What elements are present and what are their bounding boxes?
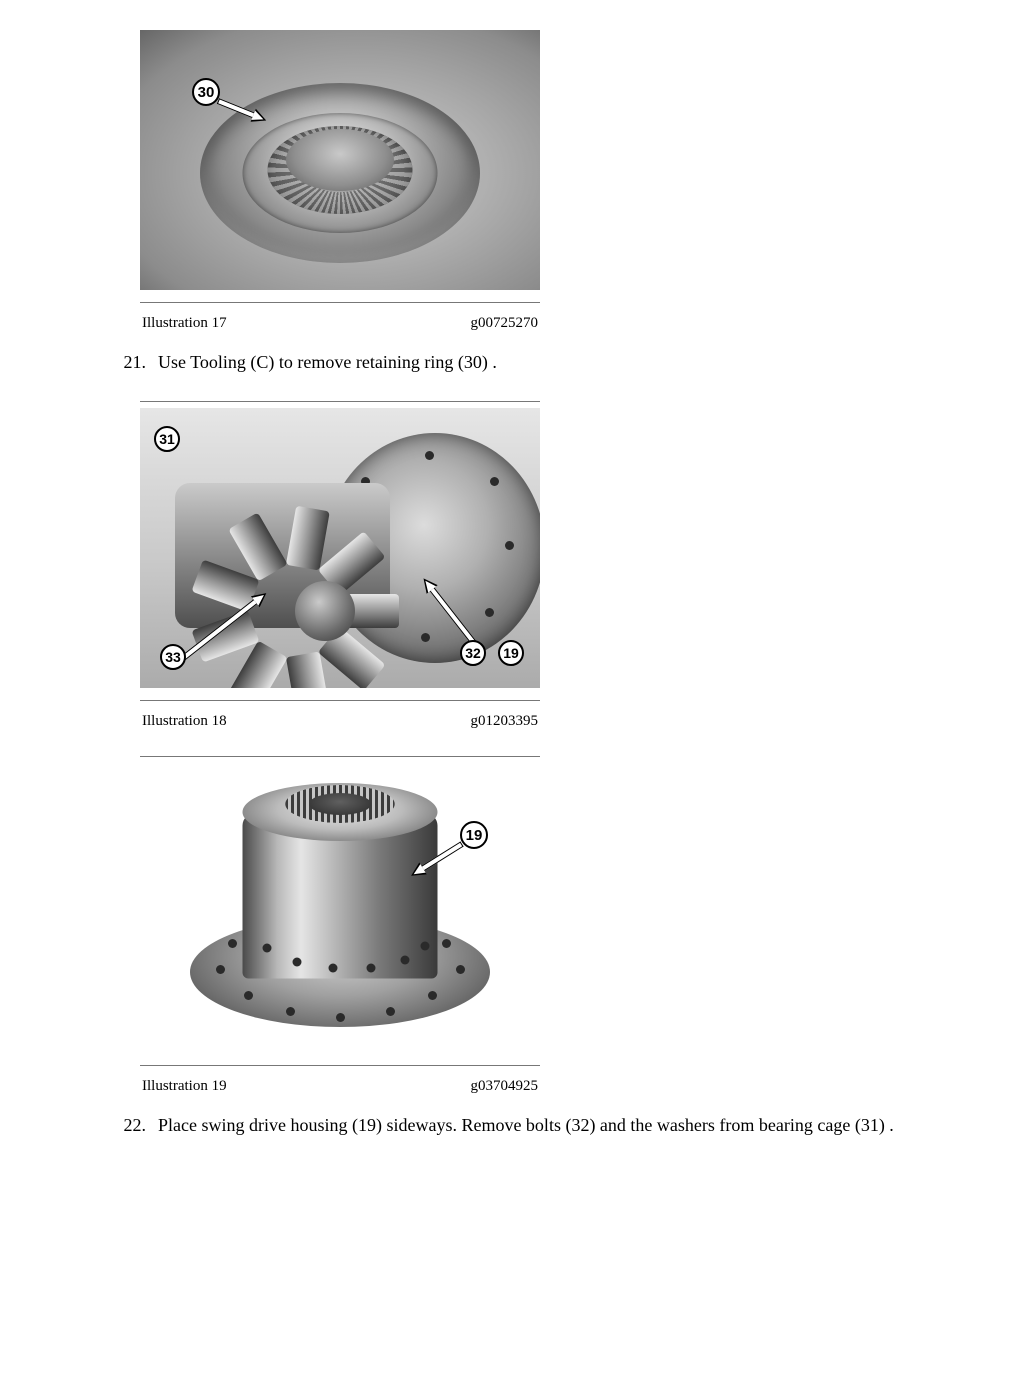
illustration-label: Illustration 18 <box>142 713 227 730</box>
bolt-hole-icon <box>456 965 465 974</box>
bolt-hole-icon <box>428 991 437 1000</box>
step-21: 21. Use Tooling (C) to remove retaining … <box>120 352 920 373</box>
spline-bore <box>309 793 371 815</box>
callout-32-label: 32 <box>465 645 481 661</box>
bolt-hole-icon <box>425 451 434 460</box>
document-content: 30 Illustration 17 g00725270 21. Use Too… <box>120 30 934 1136</box>
callout-19-label: 19 <box>466 827 483 844</box>
bolt-hole-icon <box>329 964 338 973</box>
illustration-19-block: 19 Illustration 19 g03704925 <box>140 756 934 1097</box>
illustration-18-image: 31 33 32 19 <box>140 408 540 688</box>
bolt-hole-icon <box>293 958 302 967</box>
bolt-hole-icon <box>228 939 237 948</box>
illustration-18-caption: Illustration 18 g01203395 <box>140 707 540 732</box>
divider <box>140 756 540 757</box>
bolt-hole-icon <box>421 633 430 642</box>
illustration-label: Illustration 19 <box>142 1078 227 1095</box>
illustration-code: g01203395 <box>471 713 539 730</box>
step-22: 22. Place swing drive housing (19) sidew… <box>120 1115 920 1136</box>
bolt-hole-icon <box>442 939 451 948</box>
illustration-17-caption: Illustration 17 g00725270 <box>140 309 540 334</box>
bolt-hole-icon <box>244 991 253 1000</box>
bolt-hole-icon <box>263 944 272 953</box>
bolt-hole-icon <box>485 608 494 617</box>
bolt-hole-icon <box>286 1007 295 1016</box>
callout-19: 19 <box>460 821 488 849</box>
bolt-hole-icon <box>386 1007 395 1016</box>
illustration-label: Illustration 17 <box>142 315 227 332</box>
callout-30-label: 30 <box>198 84 215 101</box>
divider <box>140 700 540 701</box>
bolt-hole-icon <box>367 964 376 973</box>
illustration-19-image: 19 <box>140 763 540 1053</box>
callout-33-label: 33 <box>165 649 181 665</box>
illustration-18-block: 31 33 32 19 Illustration 18 g01203395 <box>140 401 934 732</box>
bolt-hole-icon <box>490 477 499 486</box>
bolt-hole-icon <box>505 541 514 550</box>
step-22-number: 22. <box>120 1115 146 1136</box>
gear-top-face <box>286 129 394 191</box>
step-21-number: 21. <box>120 352 146 373</box>
bolt-hole-icon <box>336 1013 345 1022</box>
illustration-17-block: 30 Illustration 17 g00725270 <box>140 30 934 334</box>
step-21-text: Use Tooling (C) to remove retaining ring… <box>158 352 920 373</box>
pinion-core <box>295 581 355 641</box>
step-22-text: Place swing drive housing (19) sideways.… <box>158 1115 920 1136</box>
callout-19: 19 <box>498 640 524 666</box>
illustration-17-image: 30 <box>140 30 540 290</box>
illustration-code: g00725270 <box>471 315 539 332</box>
divider <box>140 401 540 402</box>
divider <box>140 302 540 303</box>
illustration-code: g03704925 <box>471 1078 539 1095</box>
divider <box>140 1065 540 1066</box>
illustration-19-caption: Illustration 19 g03704925 <box>140 1072 540 1097</box>
callout-30: 30 <box>192 78 220 106</box>
bolt-hole-icon <box>421 942 430 951</box>
callout-32: 32 <box>460 640 486 666</box>
bolt-hole-icon <box>401 956 410 965</box>
callout-33: 33 <box>160 644 186 670</box>
pinion-gear <box>240 536 410 686</box>
callout-31: 31 <box>154 426 180 452</box>
callout-31-label: 31 <box>159 431 175 447</box>
bolt-hole-icon <box>216 965 225 974</box>
callout-19-label: 19 <box>503 645 519 661</box>
